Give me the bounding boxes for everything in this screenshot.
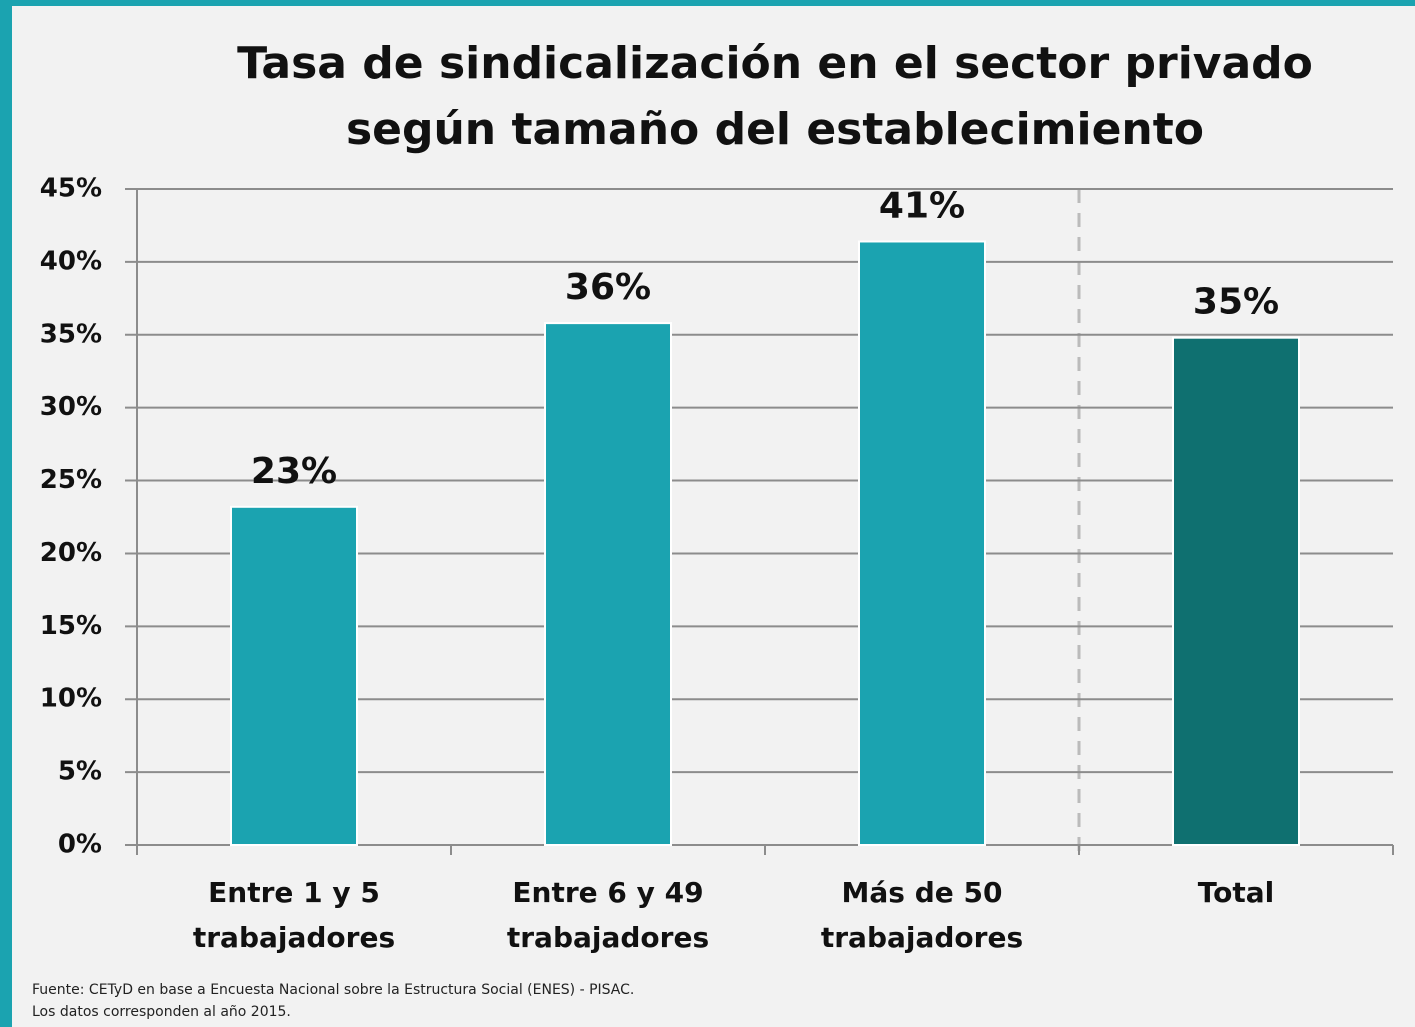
data-label: 35% — [1193, 282, 1279, 323]
bar — [1172, 336, 1300, 846]
x-tick-label: Entre 6 y 49 trabajadores — [506, 876, 710, 954]
chart-title: Tasa de sindicalización en el sector pri… — [237, 38, 1313, 89]
x-tick-label: Entre 1 y 5 trabajadores — [192, 876, 396, 954]
y-tick-label: 5% — [58, 757, 102, 787]
y-tick-label: 15% — [40, 611, 102, 641]
data-label: 23% — [251, 451, 337, 492]
x-tick-label: Total — [1197, 876, 1275, 909]
y-tick-label: 30% — [40, 392, 102, 422]
note: Fuente: CETyD en base a Encuesta Naciona… — [32, 982, 635, 998]
y-tick-label: 20% — [40, 538, 102, 568]
y-tick-label: 40% — [40, 246, 102, 276]
y-tick-label: 35% — [40, 319, 102, 349]
y-tick-label: 45% — [40, 174, 102, 204]
y-tick-label: 0% — [58, 830, 102, 860]
y-tick-label: 25% — [40, 465, 102, 495]
bar — [858, 240, 986, 847]
bar — [230, 505, 358, 846]
x-tick-label: Más de 50 trabajadores — [820, 876, 1024, 954]
y-tick-label: 10% — [40, 684, 102, 714]
note: Los datos corresponden al año 2015. — [32, 1004, 291, 1020]
chart-subtitle: según tamaño del establecimiento — [346, 104, 1204, 155]
data-label: 36% — [565, 267, 651, 308]
data-label: 41% — [879, 185, 965, 226]
bar — [544, 322, 672, 847]
